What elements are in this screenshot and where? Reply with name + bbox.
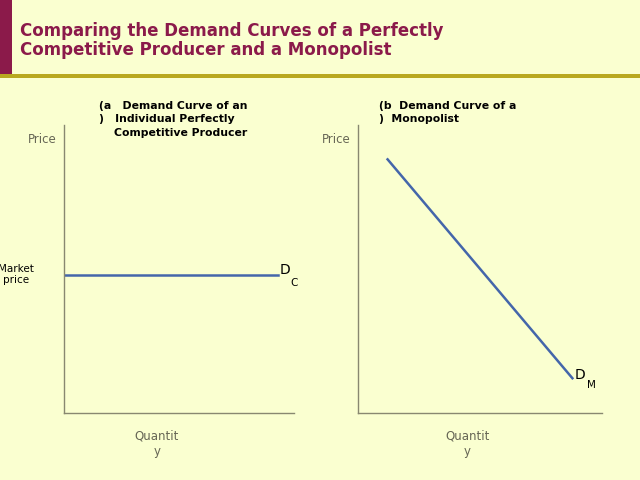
Text: Competitive Producer: Competitive Producer	[99, 128, 248, 138]
Text: Market
price: Market price	[0, 264, 33, 285]
Text: D: D	[280, 263, 290, 277]
FancyBboxPatch shape	[0, 250, 51, 299]
Text: C: C	[291, 278, 298, 288]
Text: (a   Demand Curve of an: (a Demand Curve of an	[99, 101, 248, 111]
Text: (b  Demand Curve of a: (b Demand Curve of a	[379, 101, 516, 111]
Text: M: M	[586, 381, 595, 390]
Text: Quantit
y: Quantit y	[134, 430, 179, 457]
Text: Competitive Producer and a Monopolist: Competitive Producer and a Monopolist	[20, 41, 392, 60]
Text: Price: Price	[323, 133, 351, 146]
Text: )  Monopolist: ) Monopolist	[379, 114, 459, 124]
Text: D: D	[575, 368, 586, 383]
Text: )   Individual Perfectly: ) Individual Perfectly	[99, 114, 235, 124]
Text: Price: Price	[28, 133, 57, 146]
Text: Quantit
y: Quantit y	[445, 430, 490, 457]
Text: Comparing the Demand Curves of a Perfectly: Comparing the Demand Curves of a Perfect…	[20, 22, 444, 40]
